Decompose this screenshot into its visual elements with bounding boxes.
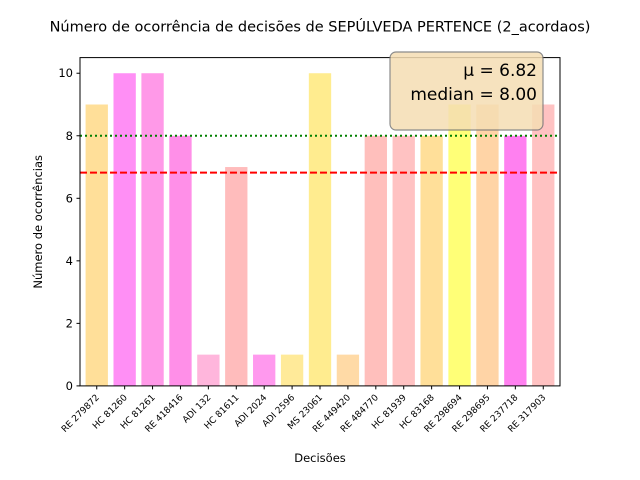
bar-hc-81611 xyxy=(225,167,248,386)
bar-adi-2596 xyxy=(280,354,304,386)
stats-box-background xyxy=(389,51,544,131)
bar-re-298695 xyxy=(476,104,499,386)
stats-mean-text: μ = 6.82 xyxy=(463,61,537,81)
bar-ms-23061 xyxy=(308,73,332,386)
x-axis-label: Decisões xyxy=(294,451,346,465)
bar-re-418416 xyxy=(169,135,192,386)
y-axis: 0 2 4 6 8 10 xyxy=(58,66,80,393)
y-tick-label: 0 xyxy=(66,379,73,393)
bars-group xyxy=(85,73,555,386)
bar-re-298694 xyxy=(448,104,471,386)
y-tick-label: 4 xyxy=(66,254,73,268)
bar-re-279872 xyxy=(85,104,108,386)
bar-hc-81261 xyxy=(141,73,164,386)
bar-hc-83168 xyxy=(420,135,443,386)
chart-title: Número de ocorrência de decisões de SEPÚ… xyxy=(50,18,591,36)
stats-median-text: median = 8.00 xyxy=(410,85,537,105)
bar-hc-81260 xyxy=(113,73,136,386)
y-tick-label: 10 xyxy=(58,66,73,80)
y-axis-label: Número de ocorrências xyxy=(31,155,45,289)
bar-re-317903 xyxy=(532,104,555,386)
reference-lines xyxy=(80,134,560,174)
bar-re-237718 xyxy=(504,135,527,386)
bar-hc-81939 xyxy=(392,135,415,386)
y-tick-label: 6 xyxy=(66,191,73,205)
stats-box: μ = 6.82 median = 8.00 xyxy=(389,51,544,131)
bar-adi-132 xyxy=(197,354,220,386)
bar-adi-2024 xyxy=(253,354,276,386)
y-tick-label: 8 xyxy=(66,129,73,143)
bar-re-484770 xyxy=(364,135,387,386)
y-tick-label: 2 xyxy=(66,316,73,330)
bar-re-449420 xyxy=(336,354,360,386)
